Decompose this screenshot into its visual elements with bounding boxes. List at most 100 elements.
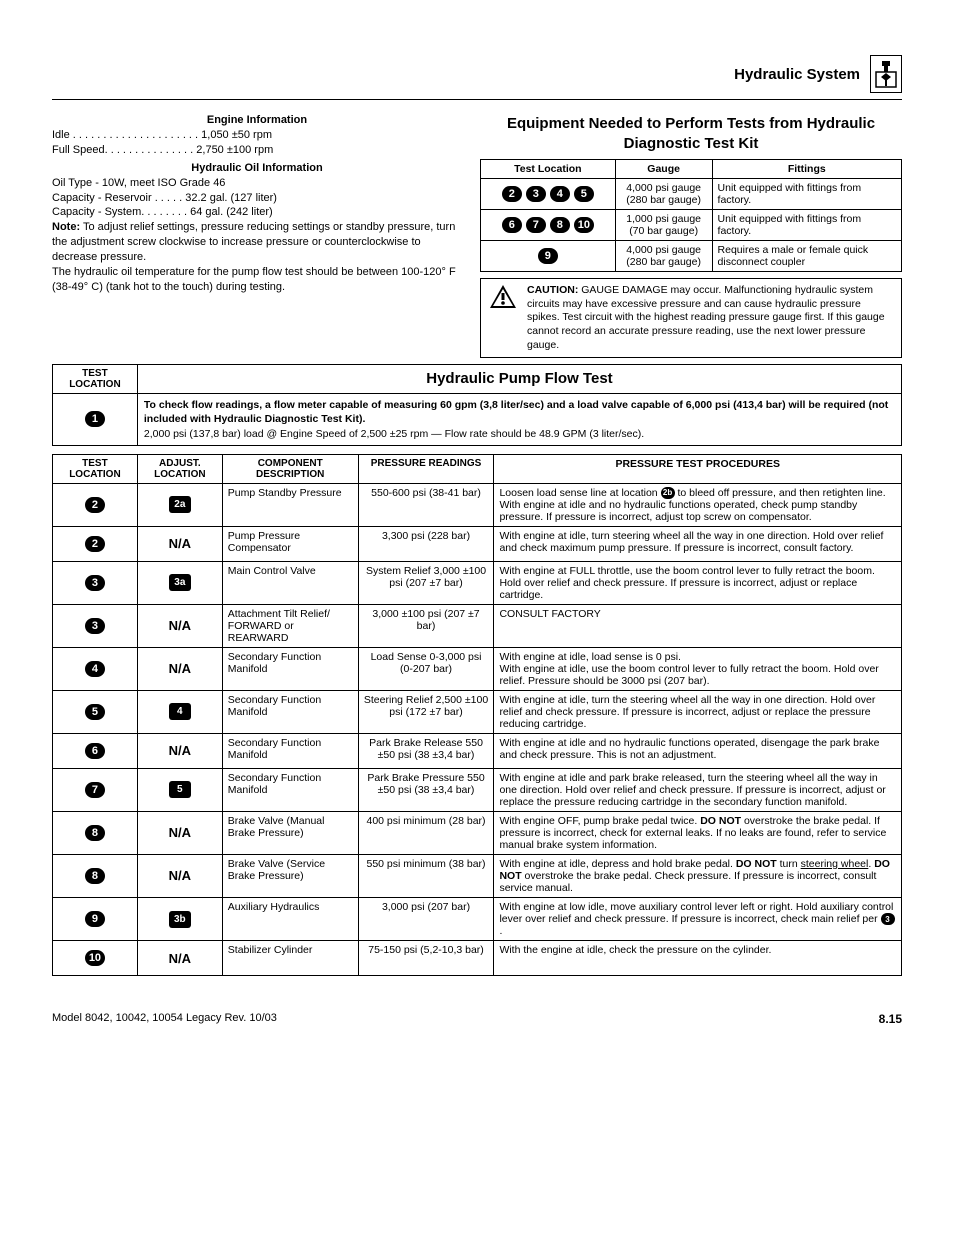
- pump-flow-table: TEST LOCATION Hydraulic Pump Flow Test 1…: [52, 364, 902, 446]
- inline-badge: 2b: [661, 487, 675, 499]
- pump-side-label: TEST LOCATION: [53, 365, 138, 394]
- pressure-cell: 3,300 psi (228 bar): [358, 526, 494, 561]
- test-loc-cell: 3: [53, 561, 138, 604]
- pressure-cell: 550-600 psi (38-41 bar): [358, 483, 494, 526]
- equip-fitting-cell: Requires a male or female quick disconne…: [712, 241, 901, 272]
- loc-badge: 2: [502, 186, 522, 202]
- caution-box: CAUTION: GAUGE DAMAGE may occur. Malfunc…: [480, 278, 902, 358]
- loc-badge: 5: [85, 704, 105, 720]
- component-cell: Auxiliary Hydraulics: [222, 897, 358, 940]
- oil-info-heading: Hydraulic Oil Information: [52, 162, 462, 174]
- loc-badge: 6: [85, 743, 105, 759]
- pressure-cell: System Relief 3,000 ±100 psi (207 ±7 bar…: [358, 561, 494, 604]
- test-loc-cell: 10: [53, 941, 138, 976]
- component-cell: Main Control Valve: [222, 561, 358, 604]
- component-cell: Brake Valve (Manual Brake Pressure): [222, 811, 358, 854]
- adj-badge: 3b: [169, 911, 191, 928]
- procedure-cell: CONSULT FACTORY: [494, 604, 902, 647]
- adj-loc-cell: N/A: [137, 941, 222, 976]
- pressure-cell: Park Brake Pressure 550 ±50 psi (38 ±3,4…: [358, 768, 494, 811]
- equip-fitting-cell: Unit equipped with fittings from factory…: [712, 179, 901, 210]
- loc-badge: 8: [85, 825, 105, 841]
- loc-badge: 9: [85, 911, 105, 927]
- equip-heading: Equipment Needed to Perform Tests from H…: [480, 114, 902, 153]
- adj-badge: 5: [169, 781, 191, 798]
- col-test-loc: TEST LOCATION: [53, 454, 138, 483]
- pressure-cell: 3,000 psi (207 bar): [358, 897, 494, 940]
- component-cell: Attachment Tilt Relief/ FORWARD or REARW…: [222, 604, 358, 647]
- loc-badge: 8: [85, 868, 105, 884]
- adj-badge: 2a: [169, 496, 191, 513]
- component-cell: Pump Standby Pressure: [222, 483, 358, 526]
- equip-gauge-cell: 4,000 psi gauge (280 bar gauge): [615, 241, 712, 272]
- test-loc-cell: 6: [53, 733, 138, 768]
- caution-text: CAUTION: GAUGE DAMAGE may occur. Malfunc…: [527, 284, 893, 352]
- top-section: Engine Information Idle . . . . . . . . …: [52, 114, 902, 358]
- equip-col-gauge: Gauge: [615, 160, 712, 179]
- note-label: Note:: [52, 221, 80, 233]
- equip-fitting-cell: Unit equipped with fittings from factory…: [712, 210, 901, 241]
- adj-loc-cell: N/A: [137, 647, 222, 690]
- note-text: To adjust relief settings, pressure redu…: [52, 221, 455, 263]
- loc-badge: 9: [538, 248, 558, 264]
- loc-badge: 2: [85, 497, 105, 513]
- adj-loc-cell: 2a: [137, 483, 222, 526]
- procedure-cell: With engine at idle, load sense is 0 psi…: [494, 647, 902, 690]
- test-loc-cell: 8: [53, 854, 138, 897]
- header-rule: [52, 99, 902, 100]
- procedure-cell: Loosen load sense line at location 2b to…: [494, 483, 902, 526]
- loc-badge: 3: [526, 186, 546, 202]
- pressure-cell: Steering Relief 2,500 ±100 psi (172 ±7 b…: [358, 690, 494, 733]
- loc-badge: 4: [550, 186, 570, 202]
- adj-loc-cell: N/A: [137, 811, 222, 854]
- pressure-cell: Load Sense 0-3,000 psi (0-207 bar): [358, 647, 494, 690]
- test-loc-cell: 4: [53, 647, 138, 690]
- col-adj-loc: ADJUST. LOCATION: [137, 454, 222, 483]
- caution-label: CAUTION:: [527, 284, 578, 296]
- loc-badge: 4: [85, 661, 105, 677]
- loc-badge: 7: [526, 217, 546, 233]
- test-loc-cell: 8: [53, 811, 138, 854]
- page-header: Hydraulic System: [52, 55, 902, 93]
- test-loc-cell: 9: [53, 897, 138, 940]
- equip-loc-cell: 9: [481, 241, 616, 272]
- procedure-cell: With engine at idle and no hydraulic fun…: [494, 733, 902, 768]
- loc-badge: 8: [550, 217, 570, 233]
- procedure-cell: With engine at idle, turn steering wheel…: [494, 526, 902, 561]
- procedure-cell: With engine at idle, depress and hold br…: [494, 854, 902, 897]
- loc-badge-1: 1: [85, 411, 105, 427]
- page-number: 8.15: [879, 1012, 902, 1026]
- cap-system: Capacity - System. . . . . . . . 64 gal.…: [52, 205, 462, 220]
- equip-loc-cell: 2345: [481, 179, 616, 210]
- loc-badge: 2: [85, 536, 105, 552]
- temp-note: The hydraulic oil temperature for the pu…: [52, 265, 462, 295]
- pump-flow-plain: 2,000 psi (137,8 bar) load @ Engine Spee…: [144, 428, 644, 440]
- col-component: COMPONENT DESCRIPTION: [222, 454, 358, 483]
- idle-spec: Idle . . . . . . . . . . . . . . . . . .…: [52, 128, 462, 143]
- loc-badge: 5: [574, 186, 594, 202]
- equip-loc-cell: 67810: [481, 210, 616, 241]
- equip-gauge-cell: 4,000 psi gauge (280 bar gauge): [615, 179, 712, 210]
- loc-badge: 7: [85, 782, 105, 798]
- component-cell: Secondary Function Manifold: [222, 733, 358, 768]
- adj-loc-cell: N/A: [137, 526, 222, 561]
- pressure-cell: 3,000 ±100 psi (207 ±7 bar): [358, 604, 494, 647]
- procedure-cell: With engine at idle and park brake relea…: [494, 768, 902, 811]
- adj-loc-cell: N/A: [137, 854, 222, 897]
- component-cell: Pump Pressure Compensator: [222, 526, 358, 561]
- equipment-column: Equipment Needed to Perform Tests from H…: [480, 114, 902, 358]
- pump-flow-bold: To check flow readings, a flow meter cap…: [144, 399, 888, 425]
- adj-badge: 3a: [169, 574, 191, 591]
- equip-col-location: Test Location: [481, 160, 616, 179]
- test-loc-cell: 7: [53, 768, 138, 811]
- warning-icon: [489, 284, 517, 314]
- relief-note: Note: To adjust relief settings, pressur…: [52, 220, 462, 265]
- component-cell: Secondary Function Manifold: [222, 647, 358, 690]
- procedure-cell: With engine OFF, pump brake pedal twice.…: [494, 811, 902, 854]
- equipment-table: Test Location Gauge Fittings 23454,000 p…: [480, 159, 902, 272]
- loc-badge: 10: [574, 217, 594, 233]
- adj-loc-cell: N/A: [137, 733, 222, 768]
- test-loc-cell: 2: [53, 483, 138, 526]
- component-cell: Brake Valve (Service Brake Pressure): [222, 854, 358, 897]
- test-loc-cell: 5: [53, 690, 138, 733]
